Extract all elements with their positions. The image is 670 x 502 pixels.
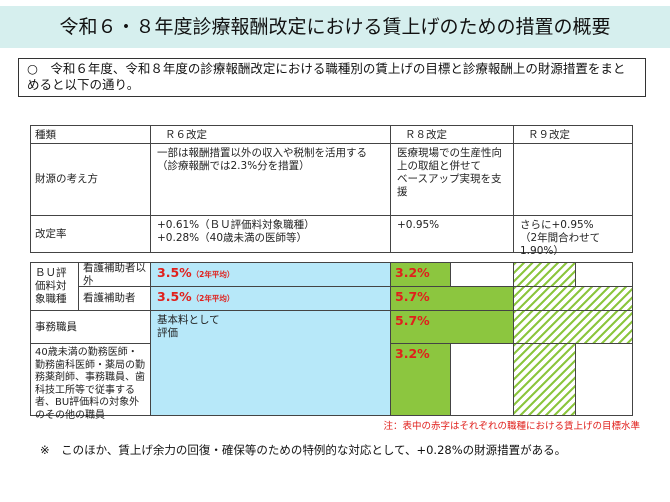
target-note: （2年平均） — [191, 270, 235, 279]
text-line: （2年間合わせて1.90%） — [520, 232, 601, 257]
group-label: ＢＵ評価料対象職種 — [30, 262, 79, 311]
row-label: 事務職員 — [30, 310, 151, 344]
cell: +0.61%（ＢＵ評価料対象職種） +0.28%（40歳未満の医師等） — [150, 215, 391, 253]
r9-cell — [513, 343, 576, 416]
note: 注：表中の赤字はそれぞれの職種における賃上げの目標水準 — [383, 421, 640, 432]
title-bar: 令和６・８年度診療報酬改定における賃上げのための措置の概要 — [0, 6, 670, 48]
cell: さらに+0.95% （2年間合わせて1.90%） — [513, 215, 633, 257]
intro-box: ○ 令和６年度、令和８年度の診療報酬改定における職種別の賃上げの目標と診療報酬上… — [18, 58, 646, 97]
text-line: +0.95% — [397, 219, 440, 231]
empty-cell — [575, 343, 633, 416]
r6-cell: 3.5%（2年平均） — [150, 262, 391, 287]
empty-cell — [575, 262, 633, 287]
r8-cell: 3.2% — [390, 343, 451, 416]
text-line: +0.28%（40歳未満の医師等） — [157, 232, 308, 244]
r9-cell — [513, 262, 576, 287]
cell — [513, 143, 633, 216]
row-label: 改定率 — [30, 215, 151, 253]
footnote: ※ このほか、賃上げ余力の回復・確保等のための特例的な対応として、+0.28%の… — [40, 443, 567, 457]
cell: 一部は報酬措置以外の収入や税制を活用する （診療報酬では2.3%分を措置） — [150, 143, 391, 216]
merged-r6-cell: 基本料として 評価 — [150, 310, 391, 416]
text-line: 基本料として — [157, 314, 220, 326]
r6-cell: 3.5%（2年平均） — [150, 286, 391, 311]
header-cell: Ｒ６改定 — [150, 125, 391, 144]
target-note: （2年平均） — [191, 294, 235, 303]
text-line: （診療報酬では2.3%分を措置） — [157, 160, 310, 172]
row-label: 40歳未満の勤務医師・勤務歯科医師・薬局の勤務薬剤師、事務職員、歯科技工所等で従… — [30, 343, 151, 421]
empty-cell — [450, 343, 514, 416]
r8-cell: 5.7% — [390, 286, 514, 311]
text-line: さらに+0.95% — [520, 219, 594, 231]
header-cell: Ｒ９改定 — [513, 125, 633, 144]
text-line: 一部は報酬措置以外の収入や税制を活用する — [157, 147, 367, 159]
row-label: 看護補助者 — [78, 286, 151, 311]
r8-cell: 3.2% — [390, 262, 451, 287]
r9-cell — [513, 286, 633, 311]
target-value: 3.5% — [157, 265, 192, 280]
cell: +0.95% — [390, 215, 514, 253]
target-value: 3.5% — [157, 289, 192, 304]
r8-cell: 5.7% — [390, 310, 514, 344]
text-line: 評価 — [157, 327, 178, 339]
text-line: ベースアップ実現を支援 — [397, 173, 502, 198]
row-label: 看護補助者以外 — [78, 262, 151, 287]
text-line: 医療現場での生産性向上の取組と併せて — [397, 147, 502, 172]
cell: 医療現場での生産性向上の取組と併せて ベースアップ実現を支援 — [390, 143, 514, 216]
empty-cell — [450, 262, 514, 287]
r9-cell — [513, 310, 633, 344]
row-label: 財源の考え方 — [30, 143, 151, 216]
text-line: +0.61%（ＢＵ評価料対象職種） — [157, 219, 315, 231]
header-cell: 種類 — [30, 125, 151, 144]
header-cell: Ｒ８改定 — [390, 125, 514, 144]
